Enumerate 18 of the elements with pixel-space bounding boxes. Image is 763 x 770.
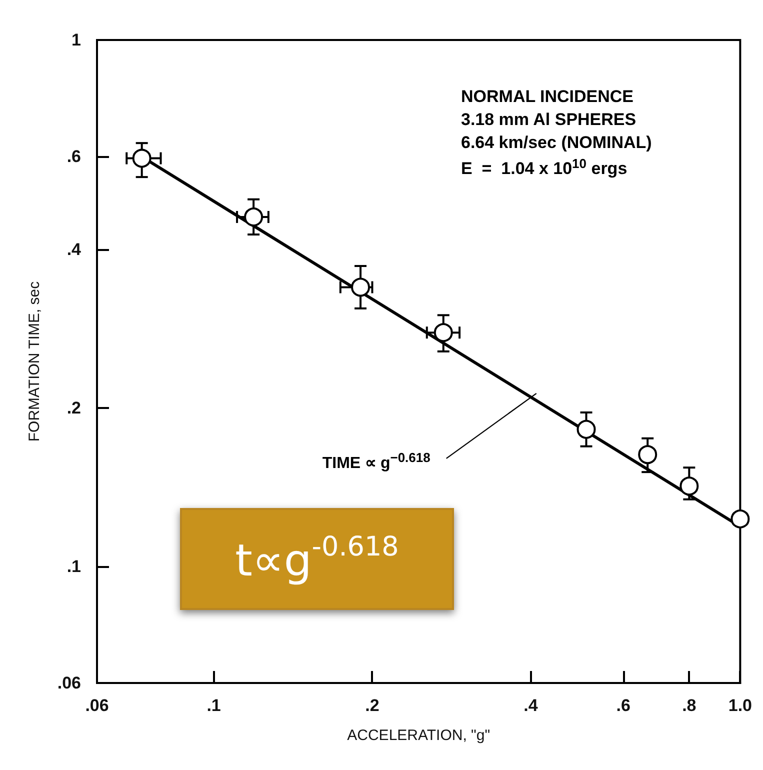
y-tick-label: .1 (66, 556, 81, 576)
annotation: 6.64 km/sec (NOMINAL) (461, 133, 652, 152)
y-axis-title: FORMATION TIME, sec (26, 280, 43, 442)
x-axis-title: ACCELERATION, "g" (347, 727, 490, 744)
x-tick-label: 1.0 (728, 696, 752, 715)
y-tick-label: .06 (57, 674, 81, 692)
annotation: 3.18 mm Al SPHERES (461, 110, 636, 129)
x-tick-label: .8 (682, 696, 696, 715)
x-tick-label: .4 (524, 696, 538, 715)
y-tick-label: .4 (66, 240, 82, 259)
y-tick-label: .6 (66, 147, 81, 166)
y-tick-label: 1 (72, 30, 81, 50)
x-tick-label: .1 (206, 696, 221, 715)
annotation: NORMAL INCIDENCE (461, 87, 634, 106)
y-tick-label: .2 (66, 398, 81, 418)
x-tick-label: .06 (85, 696, 109, 715)
x-tick-label: .6 (616, 696, 630, 715)
x-tick-label: .2 (365, 696, 380, 715)
